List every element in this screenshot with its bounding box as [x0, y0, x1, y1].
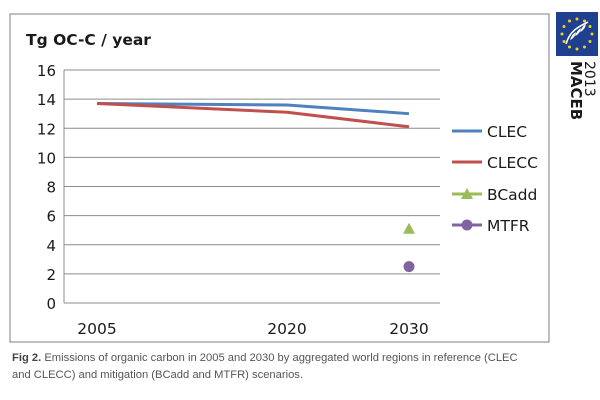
y-tick-label: 12 [37, 120, 56, 138]
y-axis-label: Tg OC-C / year [26, 31, 151, 49]
legend-label: MTFR [487, 217, 530, 235]
flag-star [583, 19, 586, 23]
flag-star [588, 25, 592, 28]
y-tick-labels: 0 2 4 6 8 10 12 14 16 [37, 62, 56, 313]
x-tick-label: 2020 [267, 320, 306, 338]
flag-star [588, 40, 592, 43]
flag-star [568, 45, 571, 49]
flag-star [568, 19, 571, 23]
caption-text: Emissions of organic carbon in 2005 and … [12, 352, 518, 381]
flag-star [562, 25, 566, 28]
flag-star [583, 45, 586, 49]
x-tick-label: 2030 [389, 320, 428, 338]
flag-star [575, 47, 579, 51]
flag-star [560, 32, 564, 36]
series-marks [96, 101, 415, 273]
caption-label: Fig 2. [12, 352, 42, 364]
y-tick-label: 8 [46, 179, 56, 197]
series-line-clec [96, 101, 410, 116]
brand-name: MACEB [567, 61, 585, 120]
y-tick-label: 6 [46, 208, 56, 226]
x-tick-labels: 2005 2020 2030 [77, 320, 428, 338]
legend: CLEC CLECC BCadd MTFR [452, 123, 538, 235]
brand-year: 2013 [581, 61, 597, 97]
chart-frame [9, 13, 550, 343]
legend-label: BCadd [487, 186, 537, 204]
y-tick-label: 10 [37, 149, 56, 167]
legend-marker-circle [461, 219, 473, 231]
flag-star [590, 32, 594, 36]
x-tick-label: 2005 [77, 320, 116, 338]
data-point-mtfr [403, 261, 415, 273]
legend-marker-triangle [461, 188, 473, 199]
series-line-clecc [96, 101, 410, 129]
y-tick-label: 0 [46, 295, 56, 313]
flag-star [562, 40, 566, 43]
y-tick-label: 2 [46, 266, 56, 284]
data-point-bcadd [403, 222, 415, 234]
grid-lines [63, 69, 440, 304]
y-tick-label: 4 [46, 237, 56, 255]
legend-label: CLEC [487, 123, 527, 141]
figure-caption: Fig 2. Emissions of organic carbon in 20… [12, 350, 532, 384]
y-tick-label: 14 [37, 91, 56, 109]
flag-star [575, 17, 579, 21]
legend-label: CLECC [487, 154, 538, 172]
eu-life-logo-icon [556, 12, 598, 56]
y-tick-label: 16 [37, 62, 56, 80]
